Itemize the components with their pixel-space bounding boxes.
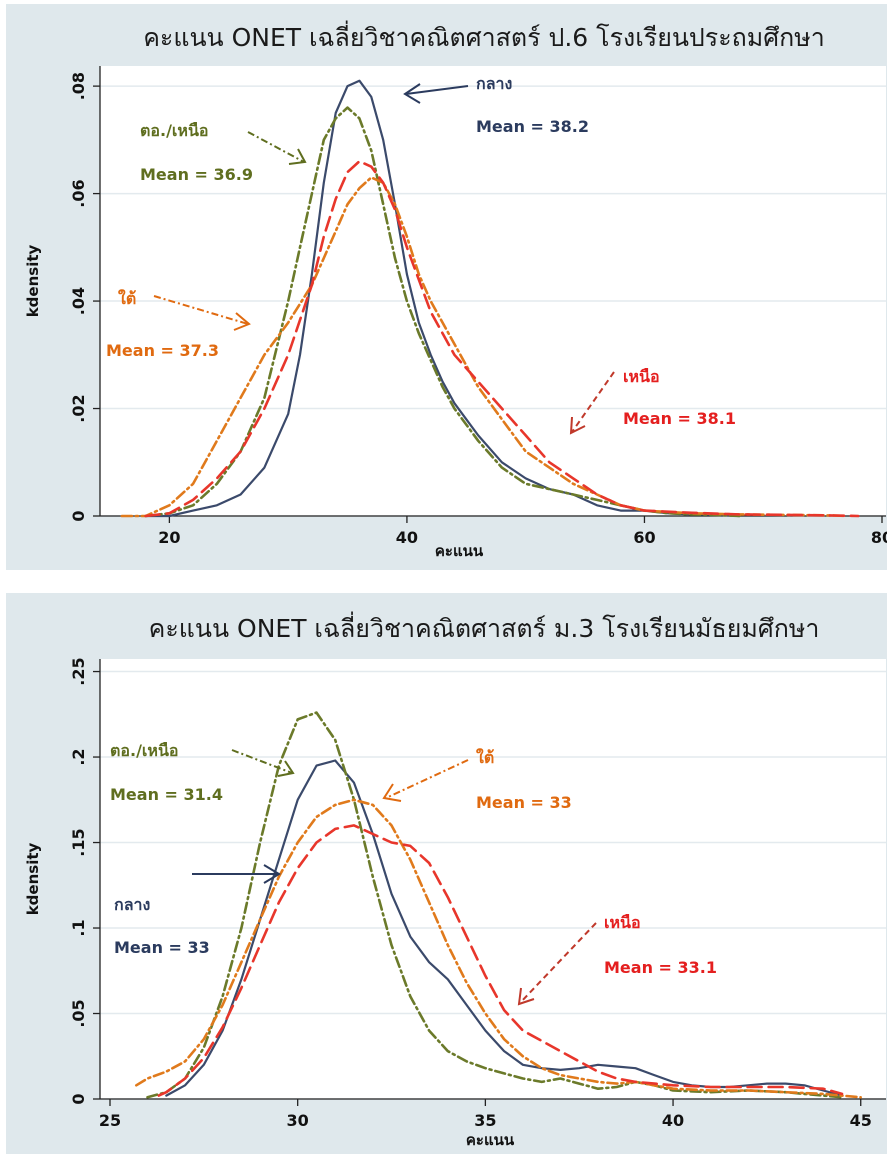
arrow-icon [403,83,469,104]
annotation-tai: ใต้ Mean = 33 [382,748,572,812]
plot-area [100,66,886,516]
y-tick-label: .06 [69,179,88,207]
series-line-3 [135,798,862,1099]
annotation-mean: Mean = 33 [114,938,210,957]
y-tick-label: 0 [69,510,88,521]
x-ticks: 20 40 60 80 [158,516,887,547]
y-ticks: 0 .02 .04 .06 .08 [69,72,100,522]
series-line-4 [157,824,844,1097]
series-group [135,711,862,1099]
series-group [120,79,860,518]
x-tick-label: 25 [99,1111,121,1130]
arrow-icon [231,749,295,777]
arrow-icon [153,295,251,331]
y-tick-label: .02 [69,394,88,422]
arrow-icon [382,759,469,802]
y-tick-label: .1 [69,919,88,936]
annotation-mean: Mean = 37.3 [106,341,219,360]
y-tick-label: .15 [69,828,88,856]
x-tick-label: 20 [158,528,180,547]
annotation-tai: ใต้ Mean = 37.3 [106,289,251,360]
annotation-mean: Mean = 31.4 [110,785,223,804]
annotation-label: ใต้ [118,289,136,308]
y-tick-label: .05 [69,999,88,1027]
annotation-mean: Mean = 38.1 [623,409,736,428]
x-axis-title: คะแนน [435,542,484,560]
x-axis-title: คะแนน [466,1131,515,1149]
series-line-2 [146,711,844,1099]
x-tick-label: 30 [287,1111,309,1130]
chart-title: คะแนน ONET เฉลี่ยวิชาคณิตศาสตร์ ป.6 โรงเ… [143,20,825,52]
chart-panel-p6: คะแนน ONET เฉลี่ยวิชาคณิตศาสตร์ ป.6 โรงเ… [6,4,887,570]
annotation-label: เหนือ [623,367,660,386]
chart-m3: คะแนน ONET เฉลี่ยวิชาคณิตศาสตร์ ม.3 โรงเ… [6,593,887,1154]
x-ticks: 25 30 35 40 45 [99,1099,872,1130]
arrow-icon [569,371,615,435]
y-tick-label: .25 [69,657,88,685]
x-tick-label: 80 [871,528,887,547]
annotation-tor-nuea: ตอ./เหนือ Mean = 31.4 [110,741,295,804]
annotation-label: ตอ./เหนือ [110,741,178,760]
y-axis-title: kdensity [24,842,42,915]
arrow-icon [247,131,307,165]
annotation-nuea: เหนือ Mean = 33.1 [517,913,717,1006]
y-tick-label: .04 [69,287,88,315]
x-tick-label: 60 [633,528,655,547]
y-axis-title: kdensity [24,244,42,317]
annotation-label: ใต้ [476,748,494,767]
series-line-4 [144,160,860,518]
chart-title: คะแนน ONET เฉลี่ยวิชาคณิตศาสตร์ ม.3 โรงเ… [149,611,820,643]
x-tick-label: 35 [474,1111,496,1130]
annotation-mean: Mean = 38.2 [476,117,589,136]
grid [100,670,886,1100]
x-tick-label: 40 [396,528,418,547]
annotation-label: ตอ./เหนือ [140,121,208,140]
chart-panel-m3: คะแนน ONET เฉลี่ยวิชาคณิตศาสตร์ ม.3 โรงเ… [6,593,887,1154]
annotation-mean: Mean = 33.1 [604,958,717,977]
x-tick-label: 45 [850,1111,872,1130]
annotation-tor-nuea: ตอ./เหนือ Mean = 36.9 [140,121,307,184]
annotation-nuea: เหนือ Mean = 38.1 [569,367,736,435]
arrow-icon [517,922,597,1006]
annotation-mean: Mean = 36.9 [140,165,253,184]
annotation-klang: กลาง Mean = 33 [114,864,281,957]
annotation-label: กลาง [476,74,512,93]
y-ticks: 0 .05 .1 .15 .2 .25 [69,657,100,1105]
chart-p6: คะแนน ONET เฉลี่ยวิชาคณิตศาสตร์ ป.6 โรงเ… [6,4,887,570]
annotation-label: เหนือ [604,913,641,932]
series-line-2 [144,106,741,518]
annotation-mean: Mean = 33 [476,793,572,812]
y-tick-label: 0 [69,1093,88,1104]
y-tick-label: .2 [69,748,88,765]
series-line-1 [144,79,741,518]
x-tick-label: 40 [662,1111,684,1130]
annotation-klang: กลาง Mean = 38.2 [403,74,589,136]
annotation-label: กลาง [114,895,150,914]
y-tick-label: .08 [69,72,88,100]
series-line-3 [120,176,848,518]
arrow-icon [192,864,281,884]
